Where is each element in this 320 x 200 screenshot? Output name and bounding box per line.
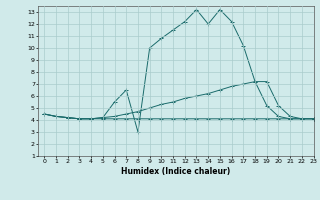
X-axis label: Humidex (Indice chaleur): Humidex (Indice chaleur) <box>121 167 231 176</box>
